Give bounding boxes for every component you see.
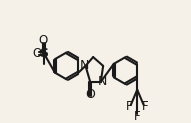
- Text: N: N: [79, 59, 89, 72]
- Text: O: O: [38, 34, 47, 47]
- Text: F: F: [126, 100, 133, 113]
- Text: S: S: [40, 47, 49, 60]
- Text: F: F: [134, 110, 141, 123]
- Text: N: N: [98, 75, 107, 88]
- Text: F: F: [142, 100, 148, 113]
- Text: O: O: [85, 88, 95, 101]
- Text: O: O: [32, 47, 41, 60]
